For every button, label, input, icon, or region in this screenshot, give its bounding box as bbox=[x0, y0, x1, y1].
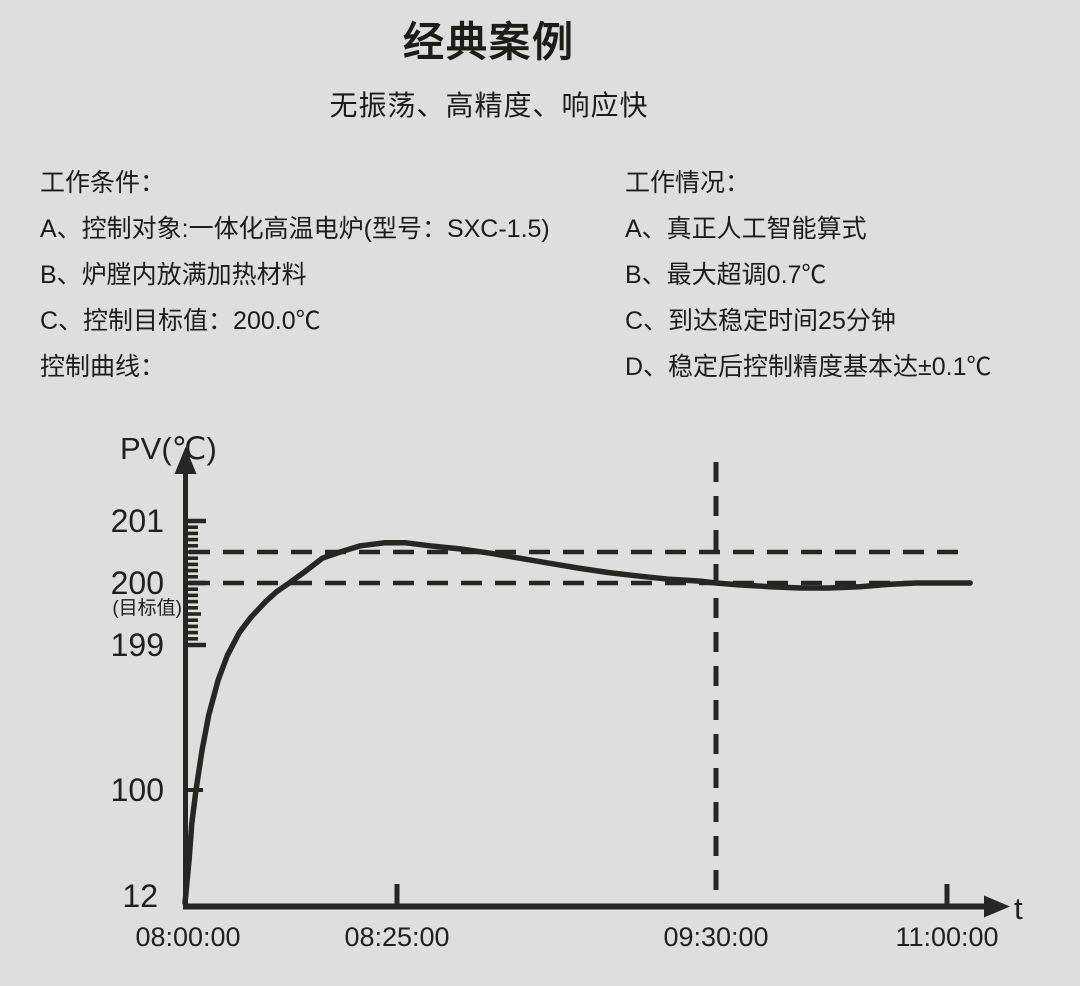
target-value-note: (目标值) bbox=[112, 597, 182, 619]
x-axis-title: t bbox=[1014, 891, 1023, 926]
performance-item-d: D、稳定后控制精度基本达±0.1℃ bbox=[625, 353, 992, 381]
condition-item-b: B、炉膛内放满加热材料 bbox=[40, 261, 307, 289]
y-tick-label-100: 100 bbox=[111, 772, 164, 808]
performance-item-c: C、到达稳定时间25分钟 bbox=[625, 307, 896, 335]
performance-item-b: B、最大超调0.7℃ bbox=[625, 261, 827, 289]
chart-plot-area bbox=[182, 462, 973, 906]
x-tick-label-0800: 08:00:00 bbox=[135, 922, 240, 952]
x-tick-label-0825: 08:25:00 bbox=[344, 922, 449, 952]
page-subtitle: 无振荡、高精度、响应快 bbox=[329, 90, 649, 121]
page-title: 经典案例 bbox=[403, 19, 575, 65]
y-tick-label-12: 12 bbox=[122, 878, 158, 914]
y-tick-label-199: 199 bbox=[111, 627, 164, 663]
performance-item-a: A、真正人工智能算式 bbox=[625, 215, 867, 243]
y-axis-arrow-icon bbox=[174, 447, 197, 474]
header: 经典案例 无振荡、高精度、响应快 bbox=[0, 20, 978, 124]
working-conditions-heading: 工作条件： bbox=[40, 169, 166, 197]
working-conditions-section: 工作条件： A、控制对象:一体化高温电炉(型号：SXC-1.5) B、炉膛内放满… bbox=[40, 160, 550, 390]
working-performance-section: 工作情况： A、真正人工智能算式 B、最大超调0.7℃ C、到达稳定时间25分钟… bbox=[625, 160, 992, 390]
condition-item-a: A、控制对象:一体化高温电炉(型号：SXC-1.5) bbox=[40, 215, 550, 243]
condition-item-c: C、控制目标值：200.0℃ bbox=[40, 307, 321, 335]
y-tick-label-201: 201 bbox=[111, 503, 164, 539]
x-tick-label-1100: 11:00:00 bbox=[895, 922, 998, 952]
x-axis-arrow-icon bbox=[984, 895, 1010, 918]
y-tick-label-200: 200 bbox=[111, 565, 164, 601]
y-axis-title: PV(℃) bbox=[120, 431, 217, 466]
control-curve-caption: 控制曲线： bbox=[40, 353, 166, 381]
x-tick-label-0930: 09:30:00 bbox=[663, 922, 768, 952]
working-performance-heading: 工作情况： bbox=[625, 169, 751, 197]
pv-curve bbox=[182, 539, 973, 906]
